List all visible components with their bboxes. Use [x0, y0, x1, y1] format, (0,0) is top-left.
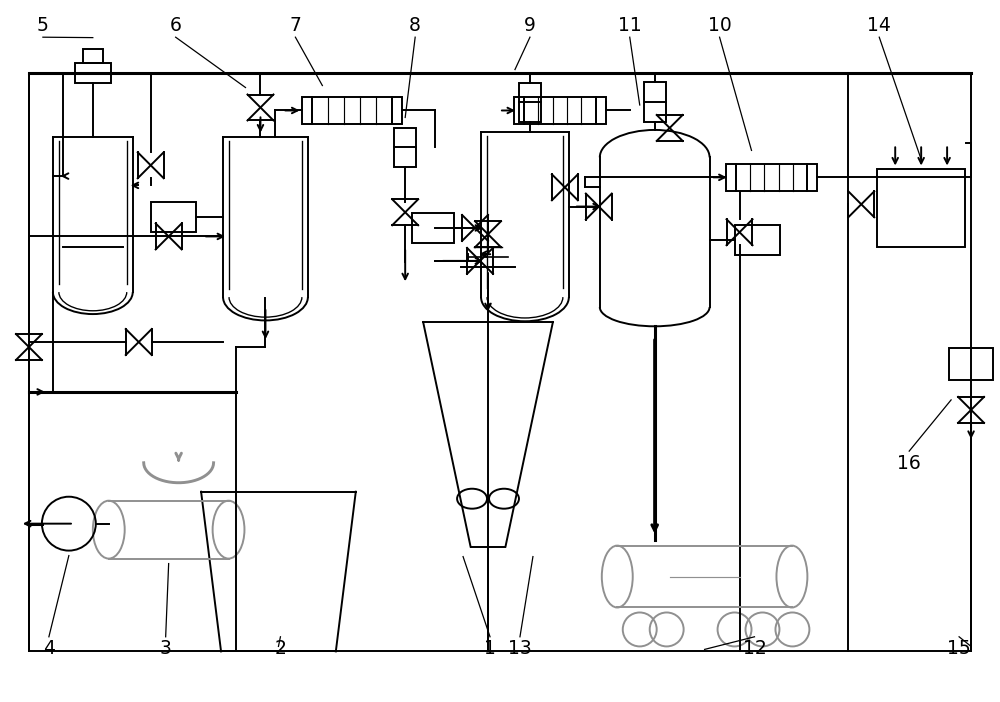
Bar [877, 169, 965, 247]
Text: 14: 14 [867, 15, 891, 34]
Text: 6: 6 [170, 15, 182, 34]
Text: 3: 3 [160, 640, 172, 658]
Text: 7: 7 [289, 15, 301, 34]
Text: 9: 9 [524, 15, 536, 34]
Bar [736, 164, 807, 191]
Text: 1: 1 [484, 640, 496, 658]
Bar [519, 83, 541, 122]
Text: 13: 13 [508, 640, 532, 658]
Text: 11: 11 [618, 15, 642, 34]
Text: 2: 2 [274, 640, 286, 658]
Bar [514, 97, 524, 124]
Text: 5: 5 [37, 15, 49, 34]
Bar [735, 225, 780, 255]
Bar [302, 96, 312, 124]
Text: 8: 8 [409, 15, 421, 34]
Text: 10: 10 [708, 15, 731, 34]
Bar [807, 164, 817, 191]
Bar [394, 128, 416, 167]
Bar [392, 96, 402, 124]
Bar [151, 202, 196, 232]
Text: 15: 15 [947, 640, 971, 658]
Bar [412, 213, 454, 243]
Bar [83, 48, 103, 62]
Bar [949, 348, 993, 380]
Bar [312, 96, 392, 124]
Text: 4: 4 [43, 640, 55, 658]
Bar [726, 164, 736, 191]
Bar [524, 97, 596, 124]
Bar [596, 97, 606, 124]
Text: 12: 12 [743, 640, 766, 658]
Bar [75, 62, 111, 83]
Bar [644, 82, 666, 121]
Text: 16: 16 [897, 453, 921, 472]
